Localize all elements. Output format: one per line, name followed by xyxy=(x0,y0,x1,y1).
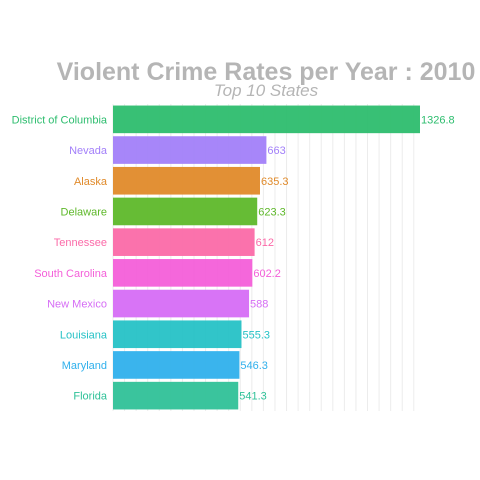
chart-title: Violent Crime Rates per Year : 2010 xyxy=(57,58,476,86)
category-label: Nevada xyxy=(69,145,108,157)
bar xyxy=(113,136,267,164)
category-label: New Mexico xyxy=(47,299,107,311)
value-label: 546.3 xyxy=(240,360,268,372)
bar xyxy=(113,197,258,226)
bars xyxy=(113,105,420,410)
bar xyxy=(113,320,242,349)
value-label: 623.3 xyxy=(258,206,286,218)
category-label: Alaska xyxy=(74,176,108,188)
value-labels: 1326.8 663 635.3 623.3 612 602.2 588 555.3 546.3… xyxy=(239,114,454,402)
category-label: Florida xyxy=(73,391,108,403)
value-label: 663 xyxy=(267,145,285,157)
bar xyxy=(113,289,250,318)
value-label: 588 xyxy=(250,299,268,311)
value-label: 602.2 xyxy=(253,268,281,280)
category-label: Delaware xyxy=(61,206,107,218)
category-labels: District of Columbia Nevada Alaska Delaware… xyxy=(12,114,108,402)
bar xyxy=(113,259,253,287)
value-label: 635.3 xyxy=(261,176,289,188)
value-label: 555.3 xyxy=(242,329,270,341)
bar xyxy=(113,351,240,379)
category-label: South Carolina xyxy=(34,268,108,280)
category-label: Tennessee xyxy=(54,237,107,249)
bar xyxy=(113,166,260,195)
category-label: Louisiana xyxy=(60,329,108,341)
category-label: District of Columbia xyxy=(12,114,108,126)
category-label: Maryland xyxy=(62,360,107,372)
value-label: 612 xyxy=(256,237,274,249)
value-label: 541.3 xyxy=(239,391,267,403)
bar xyxy=(113,105,420,134)
bar xyxy=(113,381,239,410)
bar xyxy=(113,228,255,256)
value-label: 1326.8 xyxy=(421,114,455,126)
chart-subtitle: Top 10 States xyxy=(214,81,319,100)
